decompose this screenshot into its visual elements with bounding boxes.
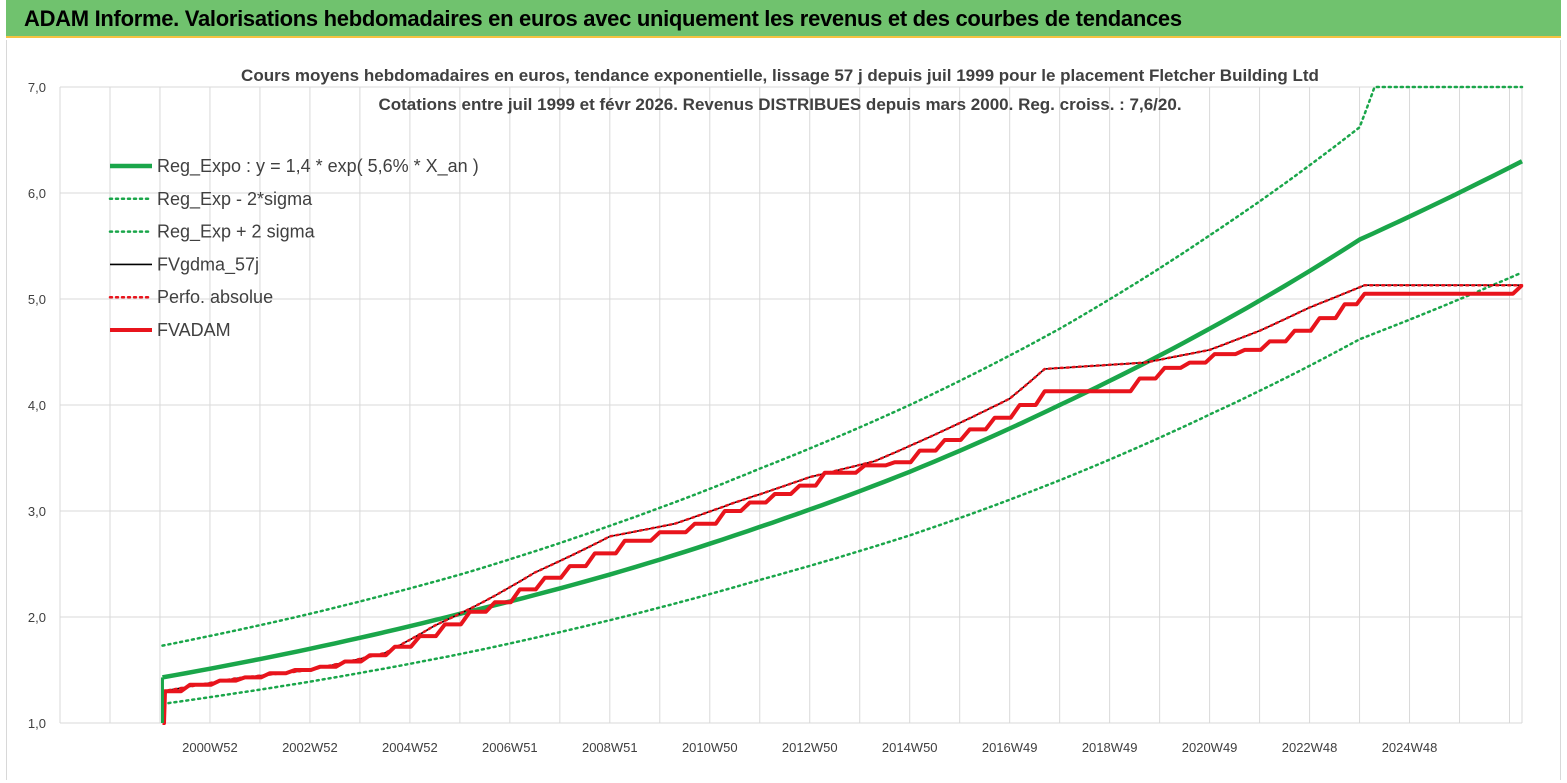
chart-frame bbox=[6, 40, 1561, 780]
y-tick-label: 4,0 bbox=[28, 398, 46, 413]
series-line-5 bbox=[161, 283, 1524, 693]
y-tick-label: 5,0 bbox=[28, 292, 46, 307]
x-tick-label: 2022W48 bbox=[1282, 740, 1338, 755]
x-tick-label: 2008W51 bbox=[582, 740, 638, 755]
x-tick-label: 2010W50 bbox=[682, 740, 738, 755]
legend-label: Reg_Expo : y = 1,4 * exp( 5,6% * X_an ) bbox=[157, 156, 479, 177]
report-header-banner: ADAM Informe. Valorisations hebdomadaire… bbox=[6, 0, 1561, 38]
legend-label: FVgdma_57j bbox=[157, 254, 259, 275]
chart-subtitle: Cotations entre juil 1999 et févr 2026. … bbox=[378, 95, 1181, 114]
x-tick-label: 2014W50 bbox=[882, 740, 938, 755]
x-tick-label: 2002W52 bbox=[282, 740, 338, 755]
x-tick-label: 2020W49 bbox=[1182, 740, 1238, 755]
grid-lines bbox=[59, 86, 1523, 724]
series-line-2 bbox=[161, 271, 1524, 706]
y-tick-label: 3,0 bbox=[28, 504, 46, 519]
y-tick-label: 1,0 bbox=[28, 716, 46, 731]
legend-label: Reg_Exp - 2*sigma bbox=[157, 189, 313, 210]
y-axis-ticks: 1,0 2,0 3,0 4,0 5,0 6,0 7,0 bbox=[28, 80, 46, 731]
x-tick-label: 2000W52 bbox=[182, 740, 238, 755]
y-tick-label: 6,0 bbox=[28, 186, 46, 201]
x-tick-label: 2016W49 bbox=[982, 740, 1038, 755]
x-tick-label: 2024W48 bbox=[1382, 740, 1438, 755]
x-axis-ticks: 2000W52 2002W52 2004W52 2006W51 2008W51 2010W… bbox=[182, 740, 1437, 755]
x-tick-label: 2004W52 bbox=[382, 740, 438, 755]
series-lines bbox=[160, 85, 1524, 725]
legend-label: Reg_Exp + 2 sigma bbox=[157, 222, 316, 243]
chart-legend: Reg_Expo : y = 1,4 * exp( 5,6% * X_an ) R… bbox=[108, 156, 479, 340]
series-line-4 bbox=[162, 284, 1522, 692]
series-line-1 bbox=[162, 159, 1524, 680]
report-title: ADAM Informe. Valorisations hebdomadaire… bbox=[24, 6, 1182, 31]
y-tick-label: 7,0 bbox=[28, 80, 46, 95]
x-tick-label: 2012W50 bbox=[782, 740, 838, 755]
x-tick-label: 2018W49 bbox=[1082, 740, 1138, 755]
series-line-3 bbox=[161, 85, 1524, 647]
series-line-6 bbox=[162, 283, 1524, 725]
legend-label: Perfo. absolue bbox=[157, 287, 273, 307]
legend-label: FVADAM bbox=[157, 320, 231, 340]
x-tick-label: 2006W51 bbox=[482, 740, 538, 755]
chart-title: Cours moyens hebdomadaires en euros, ten… bbox=[241, 66, 1319, 85]
y-tick-label: 2,0 bbox=[28, 610, 46, 625]
